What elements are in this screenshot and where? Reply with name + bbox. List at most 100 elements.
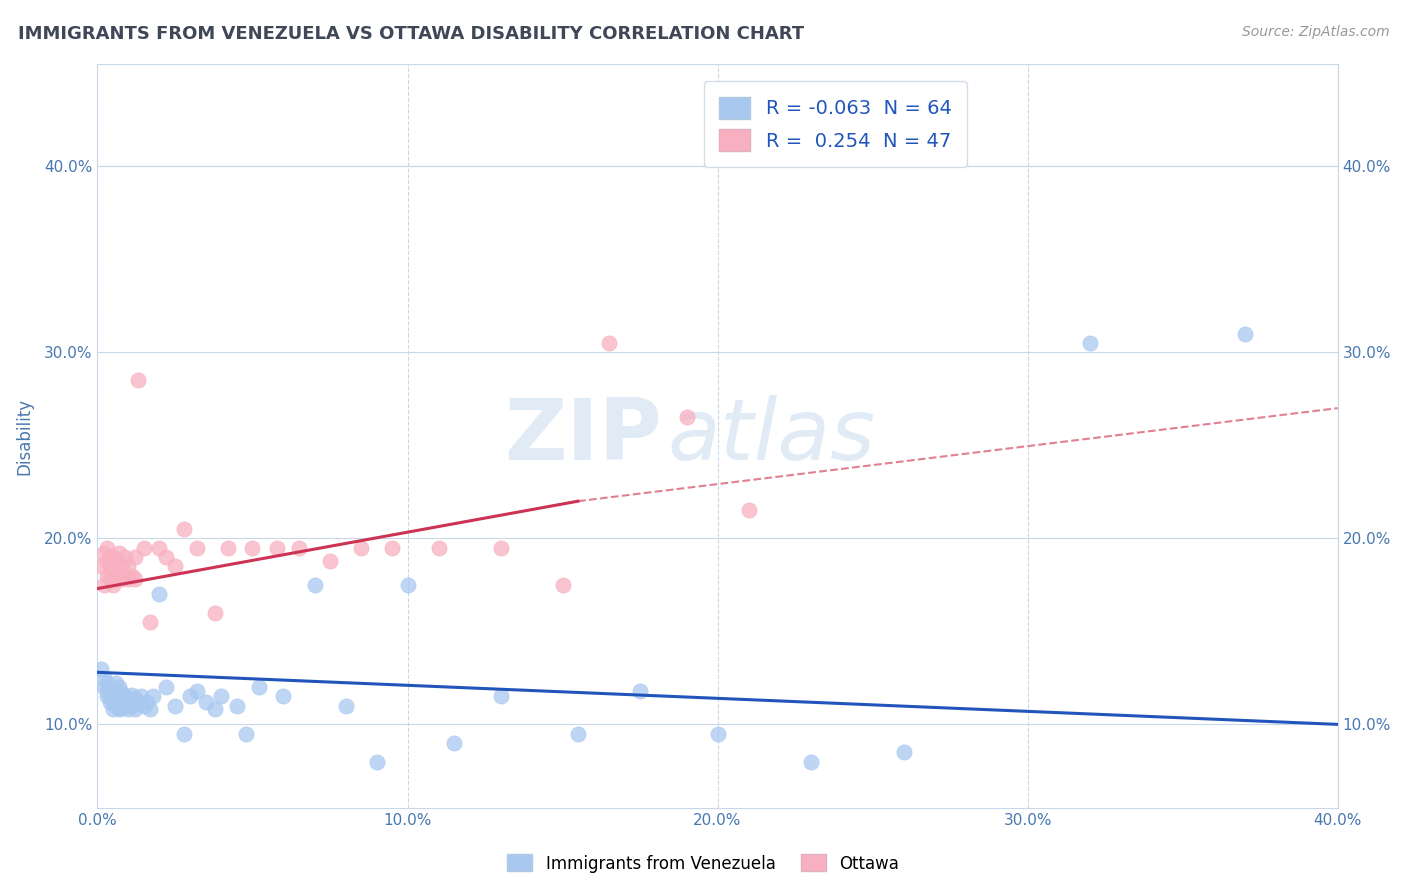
Point [204,606,226,620]
Point [204,702,226,716]
Point [217,541,239,555]
Point [98,684,121,698]
Point [186,684,208,698]
Point [350,541,373,555]
Point [98,695,121,709]
Point [93,546,115,560]
Point [706,727,728,741]
Point [226,698,249,713]
Point [211,690,233,704]
Point [136,695,159,709]
Point [93,671,115,685]
Point [101,686,124,700]
Point [98,559,121,574]
Point [148,541,170,555]
Point [366,755,388,769]
Point [132,541,155,555]
Point [121,568,143,582]
Point [288,541,311,555]
Point [173,522,195,536]
Point [114,568,136,582]
Point [108,688,131,702]
Point [108,695,131,709]
Text: IMMIGRANTS FROM VENEZUELA VS OTTAWA DISABILITY CORRELATION CHART: IMMIGRANTS FROM VENEZUELA VS OTTAWA DISA… [18,25,804,43]
Point [163,559,186,574]
Point [96,676,118,690]
Point [101,549,124,564]
Point [90,559,112,574]
Point [111,559,134,574]
Point [304,578,326,592]
Point [127,695,149,709]
Point [96,541,118,555]
Point [117,559,139,574]
Point [893,745,915,759]
Point [1078,336,1101,351]
Point [96,568,118,582]
Point [129,690,152,704]
Point [108,680,131,694]
Point [163,698,186,713]
Point [628,684,651,698]
Point [319,554,342,568]
Point [114,549,136,564]
Point [489,541,512,555]
Point [127,373,149,387]
Point [235,727,257,741]
Legend: Immigrants from Venezuela, Ottawa: Immigrants from Venezuela, Ottawa [501,847,905,880]
Point [155,680,177,694]
Point [489,690,512,704]
Point [93,680,115,694]
Point [142,690,165,704]
Point [108,702,131,716]
Point [124,691,146,706]
Point [117,702,139,716]
Point [114,698,136,713]
Point [737,503,759,517]
Text: atlas: atlas [668,394,876,477]
Text: ZIP: ZIP [503,394,662,477]
Point [427,541,450,555]
Point [139,615,162,629]
Point [101,565,124,579]
Legend: R = -0.063  N = 64, R =  0.254  N = 47: R = -0.063 N = 64, R = 0.254 N = 47 [703,81,967,167]
Y-axis label: Disability: Disability [15,398,32,475]
Point [155,549,177,564]
Point [96,684,118,698]
Point [186,541,208,555]
Point [108,568,131,582]
Point [101,702,124,716]
Point [105,572,128,586]
Point [335,698,357,713]
Point [98,690,121,704]
Point [1233,326,1256,341]
Point [675,410,697,425]
Point [98,549,121,564]
Point [124,572,146,586]
Point [121,698,143,713]
Point [90,662,112,676]
Point [273,690,295,704]
Point [132,698,155,713]
Point [96,690,118,704]
Point [121,688,143,702]
Point [179,690,201,704]
Point [567,727,589,741]
Point [266,541,288,555]
Point [111,686,134,700]
Point [148,587,170,601]
Point [117,572,139,586]
Point [101,578,124,592]
Point [551,578,574,592]
Point [111,700,134,714]
Point [105,690,128,704]
Point [443,736,465,750]
Point [381,541,404,555]
Point [108,546,131,560]
Point [396,578,419,592]
Point [139,702,162,716]
Point [173,727,195,741]
Point [98,680,121,694]
Point [247,680,270,694]
Point [195,695,218,709]
